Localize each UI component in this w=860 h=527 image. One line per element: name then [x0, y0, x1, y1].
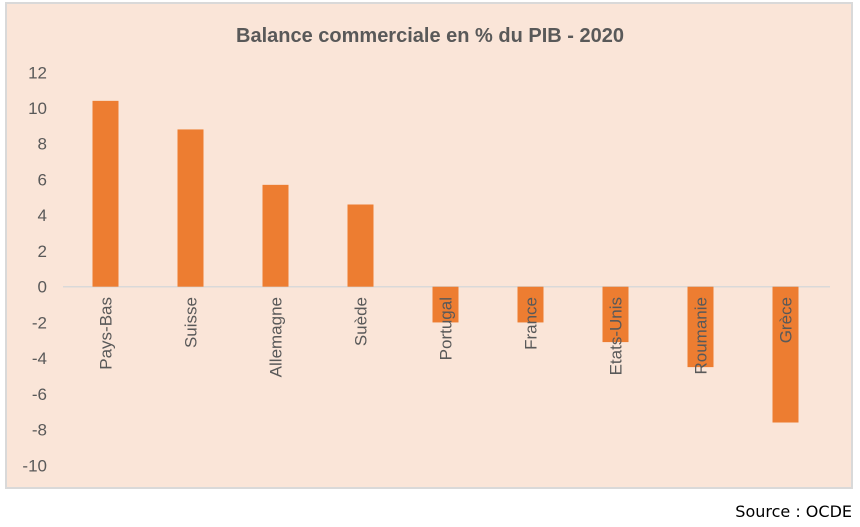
- x-category-label: Suisse: [182, 297, 201, 348]
- y-tick-label: -2: [32, 313, 47, 332]
- x-category-label: Roumanie: [692, 297, 711, 375]
- x-category-label: Suède: [352, 297, 371, 346]
- bar-roumanie: [687, 286, 714, 368]
- y-tick-label: -8: [32, 421, 47, 440]
- bar-allemagne: [262, 184, 289, 287]
- x-category-label: Grèce: [777, 297, 796, 343]
- y-tick-label: 8: [38, 135, 47, 154]
- x-category-label: Pays-Bas: [97, 297, 116, 370]
- y-tick-label: -4: [32, 349, 47, 368]
- bar-grèce: [772, 286, 799, 423]
- y-tick-label: 12: [28, 63, 47, 82]
- y-tick-label: -10: [22, 456, 47, 475]
- y-tick-label: 2: [38, 242, 47, 261]
- bar-france: [517, 286, 544, 323]
- bar-etats-unis: [602, 286, 629, 343]
- bar-portugal: [432, 286, 459, 323]
- x-category-label: Allemagne: [267, 297, 286, 377]
- y-tick-label: 0: [38, 278, 47, 297]
- source-note: Source : OCDE: [735, 502, 852, 521]
- bar-pays-bas: [92, 100, 119, 287]
- bar-suède: [347, 204, 374, 287]
- chart-area: [5, 2, 853, 489]
- x-category-label: France: [522, 297, 541, 350]
- y-tick-label: -6: [32, 385, 47, 404]
- x-category-label: Etats-Unis: [607, 297, 626, 375]
- bar-suisse: [177, 129, 204, 287]
- x-category-label: Portugal: [437, 297, 456, 360]
- y-tick-label: 10: [28, 99, 47, 118]
- y-tick-label: 4: [38, 206, 47, 225]
- y-tick-label: 6: [38, 170, 47, 189]
- chart-title: Balance commerciale en % du PIB - 2020: [236, 25, 624, 47]
